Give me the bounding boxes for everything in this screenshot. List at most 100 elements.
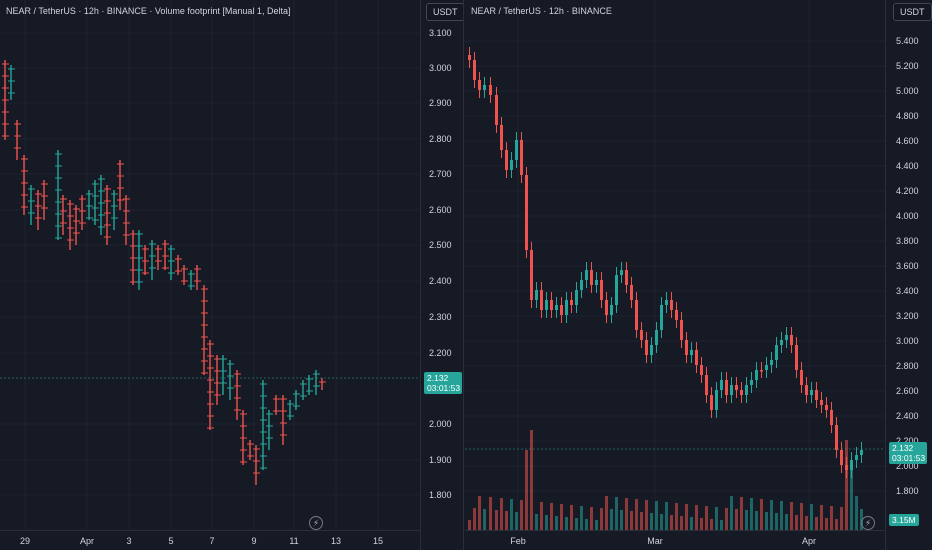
volume-bar <box>610 509 613 530</box>
volume-bar <box>483 509 486 530</box>
volume-bar <box>770 500 773 530</box>
price-tick-label: 3.000 <box>896 336 919 346</box>
volume-bar <box>505 511 508 530</box>
candlestick-chart-pane[interactable]: NEAR / TetherUS · 12h · BINANCE USDT 5.4… <box>465 0 932 550</box>
price-tick-label: 2.600 <box>429 205 452 215</box>
volume-bar <box>545 515 548 530</box>
candle-body <box>580 280 583 290</box>
lightning-bolt-icon[interactable]: ⚡ <box>309 516 323 530</box>
volume-bar <box>765 512 768 530</box>
price-tick-label: 2.200 <box>429 348 452 358</box>
candle-body <box>720 380 723 390</box>
price-tick-label: 3.800 <box>896 236 919 246</box>
footprint-chart-pane[interactable]: NEAR / TetherUS · 12h · BINANCE · Volume… <box>0 0 464 550</box>
volume-bar <box>478 496 481 530</box>
volume-bar <box>755 511 758 530</box>
volume-bar <box>540 502 543 530</box>
lightning-bolt-icon[interactable]: ⚡ <box>861 516 875 530</box>
volume-bar <box>855 496 858 530</box>
candle-body <box>525 175 528 250</box>
candle-body <box>478 80 481 90</box>
volume-bar <box>785 514 788 530</box>
price-tick-label: 2.800 <box>429 134 452 144</box>
candle-body <box>685 340 688 355</box>
time-tick-label: 5 <box>168 536 174 546</box>
volume-bar <box>595 520 598 530</box>
candle-body <box>710 395 713 410</box>
candle-body <box>530 250 533 300</box>
volume-bar <box>630 511 633 530</box>
price-tick-label: 3.000 <box>429 63 452 73</box>
candle-body <box>630 285 633 300</box>
price-tick-label: 4.800 <box>896 111 919 121</box>
volume-bar <box>800 503 803 530</box>
right-last-price-tag: 2.132 03:01:53 <box>889 442 927 464</box>
volume-bar <box>500 498 503 530</box>
left-time-axis[interactable]: 29 Apr 3 5 7 9 11 13 15 <box>0 530 420 550</box>
left-price-axis[interactable]: 3.100 3.000 2.900 2.800 2.700 2.600 2.500 2.400… <box>420 0 463 550</box>
candle-body <box>655 330 658 345</box>
candle-body <box>585 270 588 280</box>
candle-body <box>675 310 678 320</box>
right-time-axis[interactable]: Feb Mar Apr <box>465 530 885 550</box>
volume-bar <box>515 512 518 530</box>
candle-body <box>640 330 643 340</box>
footprint-plot[interactable] <box>0 0 420 530</box>
volume-bar <box>675 503 678 530</box>
candle-body <box>545 300 548 310</box>
candle-body <box>515 140 518 160</box>
candle-body <box>550 300 553 310</box>
candle-body <box>468 55 471 60</box>
volume-bar <box>473 508 476 530</box>
last-price: 2.132 <box>427 373 449 383</box>
volume-bar <box>535 514 538 530</box>
candle-body <box>520 140 523 175</box>
candle-body <box>625 270 628 285</box>
price-tick-label: 4.200 <box>896 186 919 196</box>
time-tick-label: Apr <box>801 536 817 546</box>
candlestick-plot[interactable] <box>465 0 885 530</box>
price-tick-label: 2.500 <box>429 240 452 250</box>
candle-body <box>765 365 768 370</box>
volume-bar <box>690 517 693 530</box>
volume-bar <box>715 507 718 530</box>
left-chart-title: NEAR / TetherUS · 12h · BINANCE · Volume… <box>6 6 291 16</box>
volume-bar <box>705 506 708 530</box>
volume-bar <box>850 470 853 530</box>
candle-body <box>590 270 593 285</box>
left-currency-button[interactable]: USDT <box>426 3 463 21</box>
candle-body <box>660 305 663 330</box>
candle-body <box>790 335 793 345</box>
candle-body <box>555 305 558 310</box>
candle-body <box>635 300 638 330</box>
candle-body <box>835 425 838 450</box>
volume-bar <box>550 503 553 530</box>
volume-bar <box>815 517 818 530</box>
volume-bar <box>555 516 558 530</box>
time-tick-label: 9 <box>251 536 257 546</box>
volume-bar <box>670 515 673 530</box>
candle-body <box>700 365 703 375</box>
volume-bar <box>730 496 733 530</box>
candle-body <box>705 375 708 395</box>
volume-bar <box>510 499 513 530</box>
volume-bar <box>520 500 523 530</box>
volume-bar <box>790 502 793 530</box>
right-price-axis[interactable]: 5.400 5.200 5.000 4.800 4.600 4.400 4.200 4.000… <box>885 0 932 550</box>
volume-bar <box>570 505 573 530</box>
candle-body <box>495 95 498 125</box>
volume-bar <box>560 504 563 530</box>
price-tick-label: 2.400 <box>429 276 452 286</box>
right-currency-button[interactable]: USDT <box>893 3 932 21</box>
volume-bar <box>745 510 748 530</box>
candle-body <box>489 85 492 95</box>
candle-body <box>840 450 843 465</box>
volume-bar <box>660 514 663 530</box>
time-tick-label: 3 <box>126 536 132 546</box>
candle-body <box>830 410 833 425</box>
candle-body <box>510 160 513 170</box>
candle-body <box>500 125 503 150</box>
volume-bar <box>795 515 798 530</box>
volume-bar <box>580 506 583 530</box>
volume-bar <box>725 508 728 530</box>
